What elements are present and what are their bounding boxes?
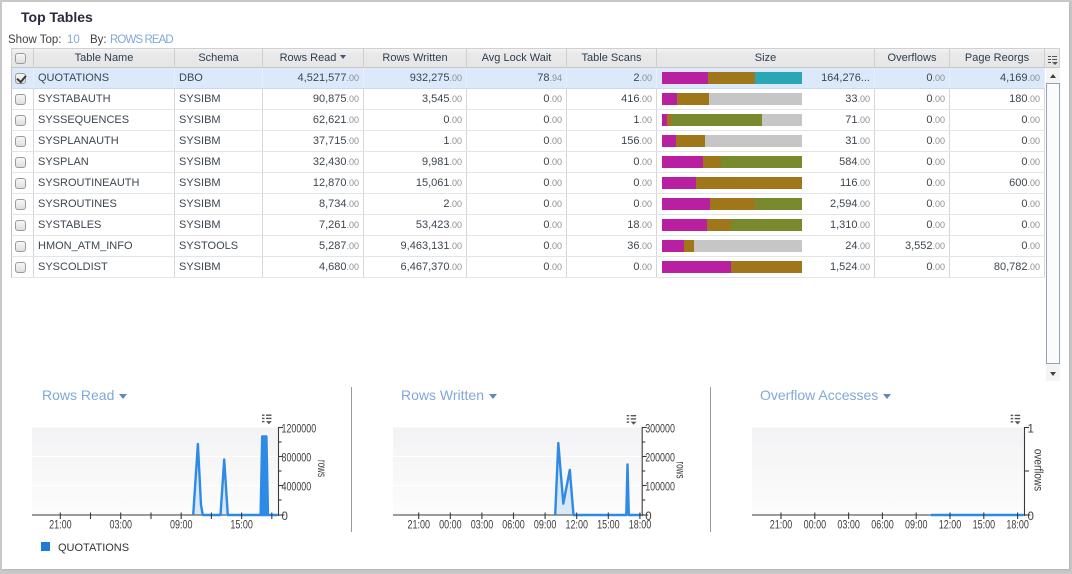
svg-text:06:00: 06:00 — [871, 520, 894, 532]
svg-text:09:00: 09:00 — [170, 520, 193, 532]
svg-text:800000: 800000 — [282, 453, 312, 465]
svg-text:rows: rows — [674, 461, 686, 478]
svg-text:0: 0 — [282, 511, 288, 523]
svg-text:03:00: 03:00 — [110, 520, 133, 532]
svg-text:12:00: 12:00 — [939, 520, 962, 532]
svg-text:03:00: 03:00 — [471, 520, 494, 532]
svg-text:21:00: 21:00 — [49, 520, 72, 532]
svg-text:0: 0 — [1028, 511, 1034, 523]
svg-text:09:00: 09:00 — [534, 520, 557, 532]
svg-text:21:00: 21:00 — [408, 520, 431, 532]
svg-text:12:00: 12:00 — [566, 520, 589, 532]
svg-text:18:00: 18:00 — [629, 520, 652, 532]
svg-text:00:00: 00:00 — [804, 520, 827, 532]
svg-text:18:00: 18:00 — [1006, 520, 1029, 532]
svg-text:15:00: 15:00 — [230, 520, 253, 532]
svg-text:15:00: 15:00 — [973, 520, 996, 532]
svg-text:400000: 400000 — [282, 482, 312, 494]
svg-text:06:00: 06:00 — [502, 520, 525, 532]
svg-text:200000: 200000 — [645, 453, 675, 465]
svg-text:0: 0 — [645, 511, 651, 523]
svg-text:300000: 300000 — [645, 424, 675, 436]
svg-text:00:00: 00:00 — [439, 520, 462, 532]
svg-text:1: 1 — [1028, 424, 1034, 436]
svg-text:21:00: 21:00 — [770, 520, 793, 532]
svg-text:1200000: 1200000 — [282, 424, 317, 436]
svg-text:03:00: 03:00 — [837, 520, 860, 532]
svg-text:overflows: overflows — [1032, 449, 1044, 492]
svg-text:100000: 100000 — [645, 482, 675, 494]
svg-text:09:00: 09:00 — [905, 520, 928, 532]
svg-text:rows: rows — [315, 460, 327, 477]
svg-text:15:00: 15:00 — [597, 520, 620, 532]
